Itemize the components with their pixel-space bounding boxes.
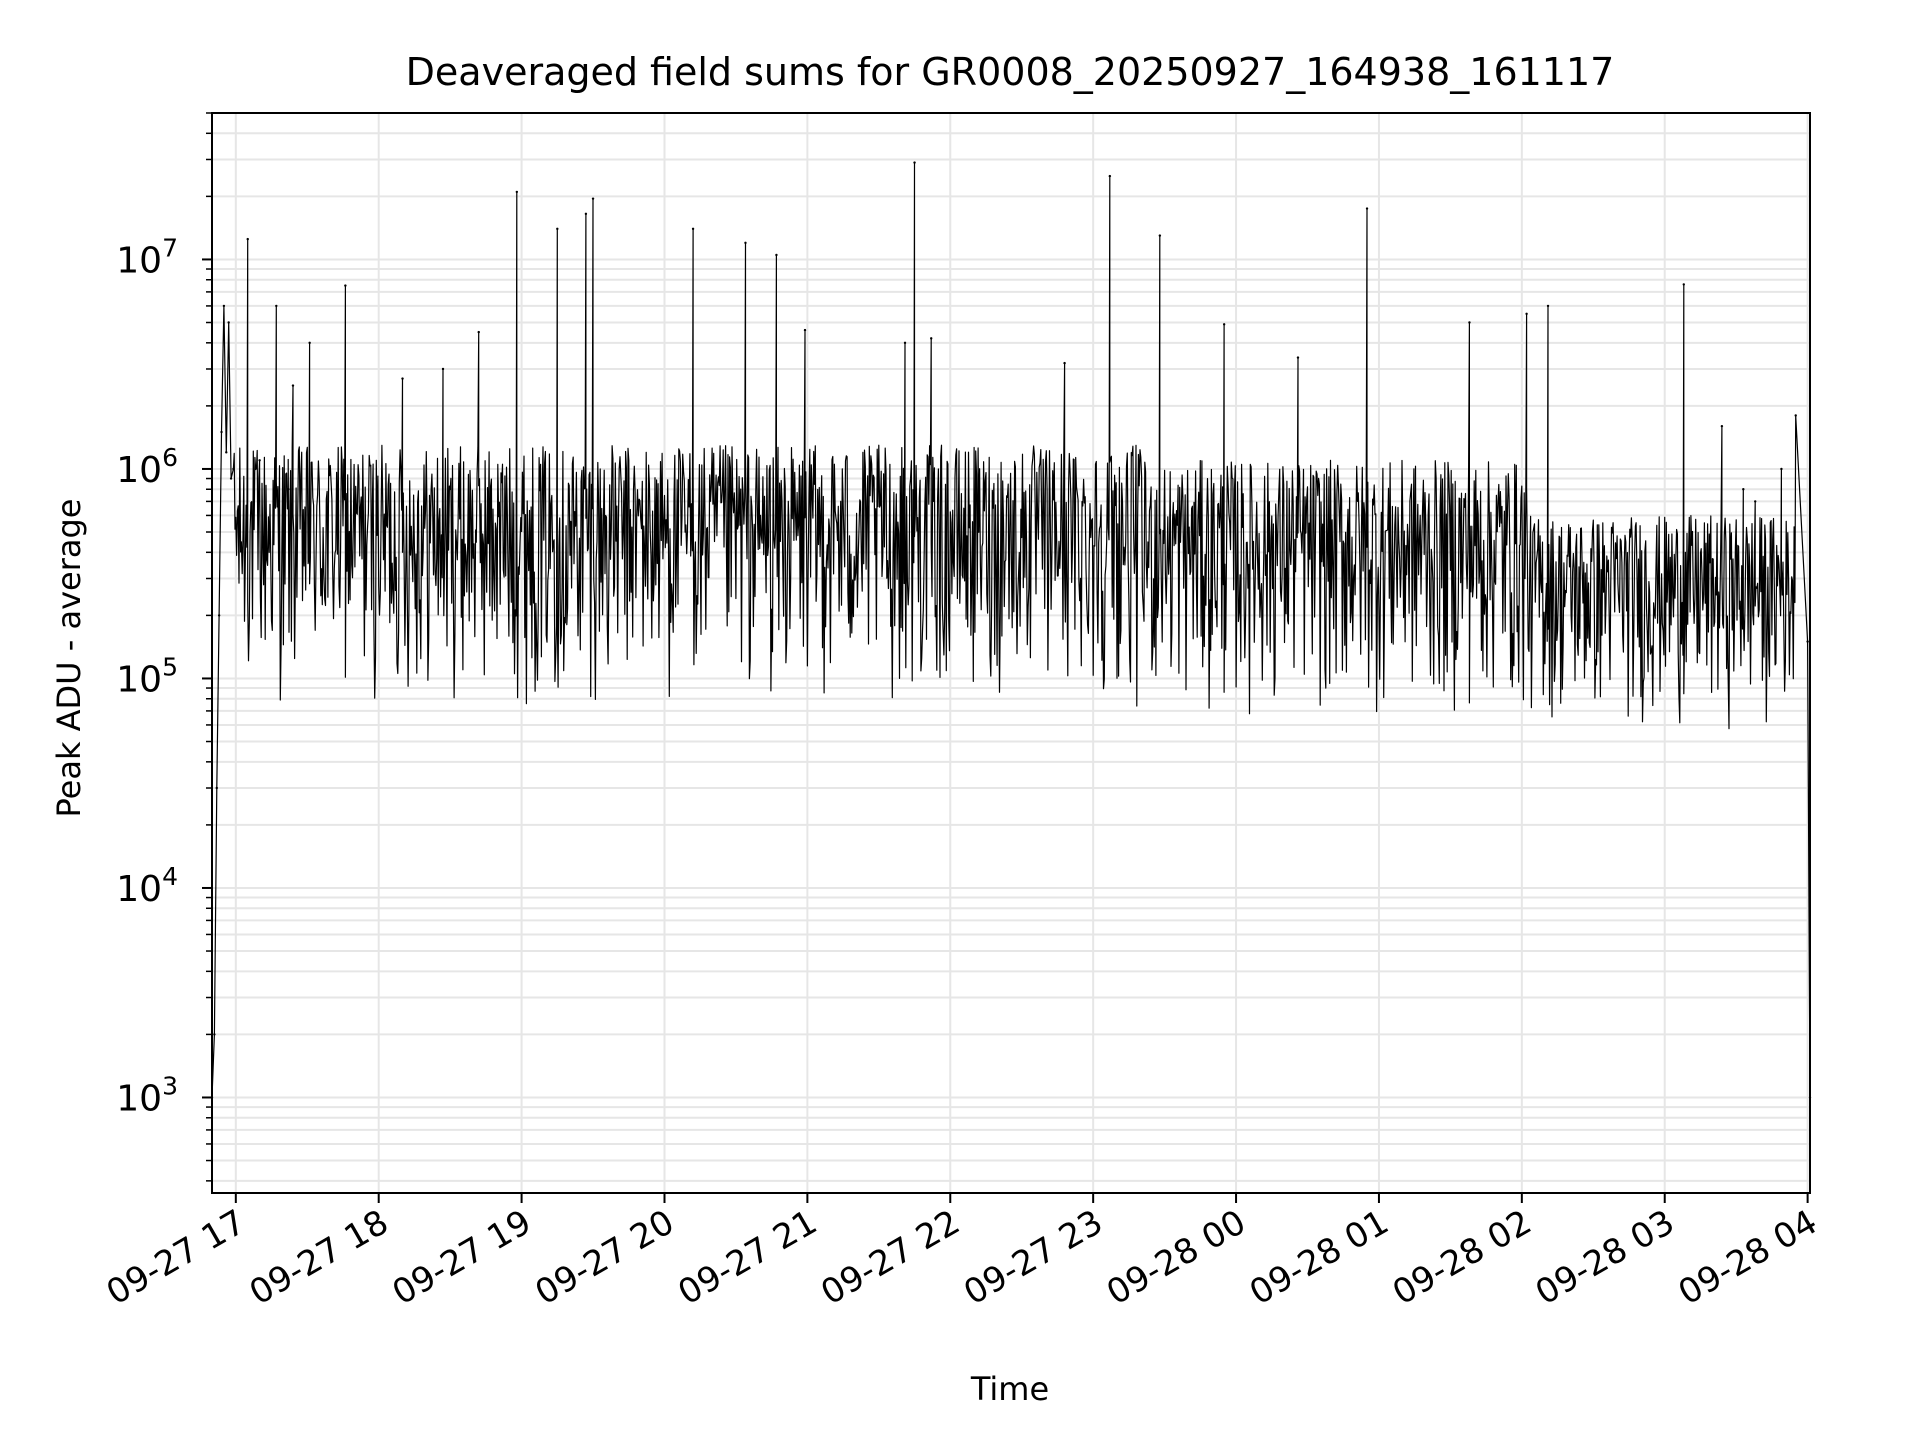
data-point xyxy=(744,241,747,245)
y-tick-label-base: 10 xyxy=(116,1078,162,1119)
y-tick-label-base: 10 xyxy=(116,659,162,700)
series-line xyxy=(211,162,1811,1098)
x-tick-label: 09-27 22 xyxy=(814,1202,966,1313)
y-tick-label-base: 10 xyxy=(116,450,162,491)
y-tick-label-exponent: 7 xyxy=(162,233,178,262)
data-point xyxy=(1780,467,1783,471)
x-tick-label: 09-28 04 xyxy=(1672,1202,1824,1313)
data-point xyxy=(903,341,907,345)
data-point xyxy=(775,253,778,257)
x-tick-label: 09-28 01 xyxy=(1243,1202,1395,1313)
data-point xyxy=(441,367,445,371)
x-tick-label: 09-27 18 xyxy=(243,1202,395,1313)
data-point xyxy=(227,321,230,324)
data-point xyxy=(691,227,695,231)
y-tick-label-exponent: 4 xyxy=(162,862,178,891)
data-point xyxy=(220,430,223,434)
y-tick-label: 106 xyxy=(116,443,178,491)
data-point xyxy=(477,330,480,334)
x-tick-label: 09-27 21 xyxy=(671,1202,823,1313)
y-tick-label: 103 xyxy=(116,1071,178,1119)
data-point xyxy=(1296,356,1300,359)
data-point xyxy=(229,477,233,480)
data-point xyxy=(1158,234,1162,237)
x-tick-label: 09-27 20 xyxy=(529,1202,681,1313)
x-tick-label: 09-28 03 xyxy=(1529,1202,1681,1313)
y-tick-label-base: 10 xyxy=(116,869,162,910)
data-point xyxy=(913,161,916,164)
data-point xyxy=(308,341,311,345)
data-point xyxy=(222,304,226,308)
data-point xyxy=(1108,174,1112,178)
data-point xyxy=(803,328,807,332)
y-tick-label: 107 xyxy=(116,233,178,281)
x-tick-label: 09-28 02 xyxy=(1386,1202,1538,1313)
data-point xyxy=(258,459,261,462)
y-tick-label-base: 10 xyxy=(116,240,162,281)
grid-layer xyxy=(212,112,1810,1193)
x-tick-label: 09-27 19 xyxy=(386,1202,538,1313)
y-tick-label-exponent: 6 xyxy=(162,443,178,472)
data-point xyxy=(246,237,249,241)
y-tick-label: 104 xyxy=(116,862,178,910)
y-tick-label-exponent: 3 xyxy=(162,1071,178,1100)
data-point xyxy=(401,377,404,380)
x-tick-label: 09-27 23 xyxy=(957,1202,1109,1313)
data-point xyxy=(515,190,519,194)
data-point xyxy=(1742,488,1745,491)
data-point xyxy=(225,451,228,454)
data-point xyxy=(591,197,595,200)
y-tick-label: 105 xyxy=(116,652,178,700)
x-tick-label: 09-27 17 xyxy=(100,1202,252,1313)
data-point xyxy=(556,227,559,231)
data-point xyxy=(1794,414,1797,417)
data-point xyxy=(1754,500,1757,503)
data-point xyxy=(215,786,218,790)
data-point xyxy=(1365,207,1369,210)
trace-layer xyxy=(210,161,1812,1099)
data-point xyxy=(1222,323,1226,326)
data-point xyxy=(1525,312,1528,316)
data-point xyxy=(1720,424,1724,428)
data-point xyxy=(232,467,235,471)
y-axis-label: Peak ADU - average xyxy=(50,499,88,818)
data-point xyxy=(291,384,295,387)
data-point xyxy=(1063,361,1066,365)
data-point xyxy=(1468,321,1471,324)
data-point xyxy=(1546,304,1550,308)
data-point xyxy=(930,337,933,340)
data-point xyxy=(344,284,347,287)
data-point xyxy=(217,614,221,617)
data-point xyxy=(213,1033,216,1036)
data-point xyxy=(584,212,588,216)
data-point xyxy=(287,488,290,491)
data-point xyxy=(1806,640,1809,643)
x-axis-label: Time xyxy=(970,1370,1049,1408)
y-tick-label-exponent: 5 xyxy=(162,652,178,681)
chart-title: Deaveraged field sums for GR0008_2025092… xyxy=(406,50,1615,94)
data-point xyxy=(275,304,278,308)
data-point xyxy=(1682,283,1685,286)
plot-frame xyxy=(211,112,1811,1194)
x-tick-label: 09-28 00 xyxy=(1100,1202,1252,1313)
